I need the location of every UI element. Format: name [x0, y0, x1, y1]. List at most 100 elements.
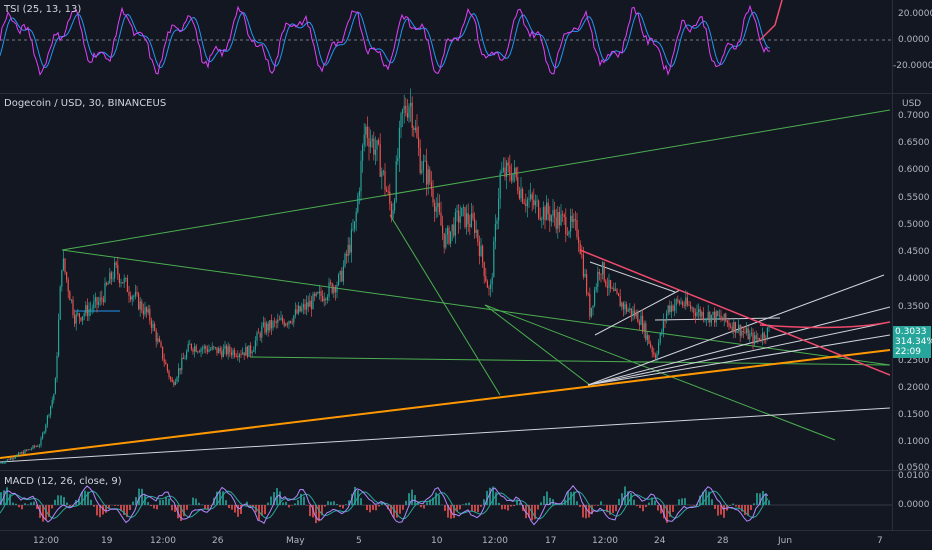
- candle-body: [13, 458, 15, 459]
- candle-body: [221, 351, 223, 357]
- candle-body: [182, 357, 184, 359]
- candle-body: [638, 322, 640, 325]
- candle-body: [592, 305, 594, 308]
- candle-body: [566, 234, 568, 235]
- candle-body: [270, 320, 272, 329]
- macd-hist-bar: [390, 505, 392, 514]
- macd-hist-bar: [30, 502, 32, 505]
- trendline-green-drop[interactable]: [389, 214, 501, 396]
- candle-body: [635, 312, 637, 317]
- candle-body: [582, 254, 584, 277]
- candle-body: [125, 278, 127, 279]
- candle-body: [102, 298, 104, 302]
- macd-hist-bar: [378, 505, 380, 507]
- macd-hist-bar: [681, 498, 683, 505]
- candle-body: [506, 162, 508, 177]
- trendlines[interactable]: [0, 109, 891, 463]
- candle-body: [474, 218, 476, 233]
- candle-body: [34, 445, 36, 447]
- macd-hist-bar: [123, 505, 125, 515]
- macd-hist-bar: [477, 505, 479, 513]
- macd-hist-bar: [753, 503, 755, 505]
- candle-body: [654, 354, 656, 359]
- macd-hist-bar: [318, 505, 320, 522]
- candle-body: [442, 225, 444, 234]
- trendline-white-support[interactable]: [0, 407, 891, 463]
- candlestick-series[interactable]: [0, 88, 770, 464]
- macd-hist-bar: [165, 496, 167, 505]
- macd-hist-bar: [732, 503, 734, 505]
- trendline-white-flat[interactable]: [654, 317, 781, 321]
- macd-hist-bar: [669, 505, 671, 517]
- trendline-green-fan[interactable]: [484, 304, 836, 441]
- candle-body: [746, 328, 748, 333]
- candle-body: [78, 313, 80, 318]
- candle-body: [402, 109, 404, 114]
- macd-hist-bar: [738, 505, 740, 508]
- candle-body: [90, 308, 92, 310]
- candle-body: [694, 312, 696, 317]
- candle-body: [205, 346, 207, 350]
- trendline-green-fan-2[interactable]: [484, 304, 591, 386]
- candle-body: [86, 305, 88, 316]
- candle-body: [443, 233, 445, 248]
- candle-body: [750, 332, 752, 334]
- candle-body: [139, 301, 141, 310]
- candle-body: [187, 344, 189, 352]
- trendline-orange-support[interactable]: [0, 349, 891, 459]
- price-tick: 0.2000: [898, 383, 930, 393]
- symbol-title[interactable]: Dogecoin / USD, 30, BINANCEUS: [4, 98, 167, 109]
- candle-body: [427, 169, 429, 185]
- trendline-white-fan-4[interactable]: [587, 334, 891, 386]
- tsi-tick: 20.0000: [898, 9, 932, 19]
- macd-hist-bar: [543, 496, 545, 505]
- macd-hist-bar: [162, 499, 164, 505]
- macd-hist-bar: [204, 505, 206, 509]
- tsi-line: [0, 4, 771, 76]
- candle-body: [515, 167, 517, 178]
- macd-hist-bar: [333, 501, 335, 505]
- macd-hist-bar: [24, 503, 26, 505]
- candle-body: [144, 307, 146, 315]
- macd-hist-bar: [207, 505, 209, 510]
- macd-hist-bar: [96, 505, 98, 516]
- candle-body: [376, 140, 378, 150]
- candle-body: [714, 311, 716, 323]
- candle-body: [8, 459, 10, 461]
- trendline-white-fan-3[interactable]: [587, 321, 891, 386]
- macd-hist-bar: [633, 499, 635, 505]
- candle-body: [494, 223, 496, 242]
- macd-pane[interactable]: [0, 484, 892, 526]
- tsi-pane[interactable]: [0, 0, 892, 76]
- candle-body: [696, 312, 698, 317]
- candle-body: [651, 346, 653, 353]
- trendline-red-resistance[interactable]: [579, 249, 891, 376]
- candle-body: [454, 212, 456, 236]
- candle-body: [91, 308, 93, 310]
- candle-body: [342, 266, 344, 282]
- time-tick: 12:00: [482, 536, 508, 546]
- macd-hist-bar: [645, 505, 647, 508]
- candle-body: [451, 224, 453, 232]
- price-tick: 0.6500: [898, 138, 930, 148]
- macd-hist-bar: [762, 490, 764, 505]
- candle-body: [573, 219, 575, 222]
- candle-body: [272, 321, 274, 329]
- candle-body: [59, 286, 61, 320]
- trendline-green-upper[interactable]: [61, 109, 891, 251]
- candle-body: [123, 278, 125, 284]
- macd-hist-bar: [594, 505, 596, 506]
- trendline-white-fan-2[interactable]: [587, 306, 891, 386]
- candle-body: [350, 229, 352, 253]
- candle-body: [206, 349, 208, 352]
- time-tick: 17: [545, 536, 557, 546]
- candle-body: [690, 305, 692, 309]
- candle-body: [408, 106, 410, 118]
- candle-body: [429, 169, 431, 183]
- candle-body: [763, 332, 765, 339]
- candle-body: [720, 315, 722, 320]
- trendline-green-lower[interactable]: [61, 249, 891, 366]
- candle-body: [741, 330, 743, 336]
- candle-body: [501, 171, 503, 173]
